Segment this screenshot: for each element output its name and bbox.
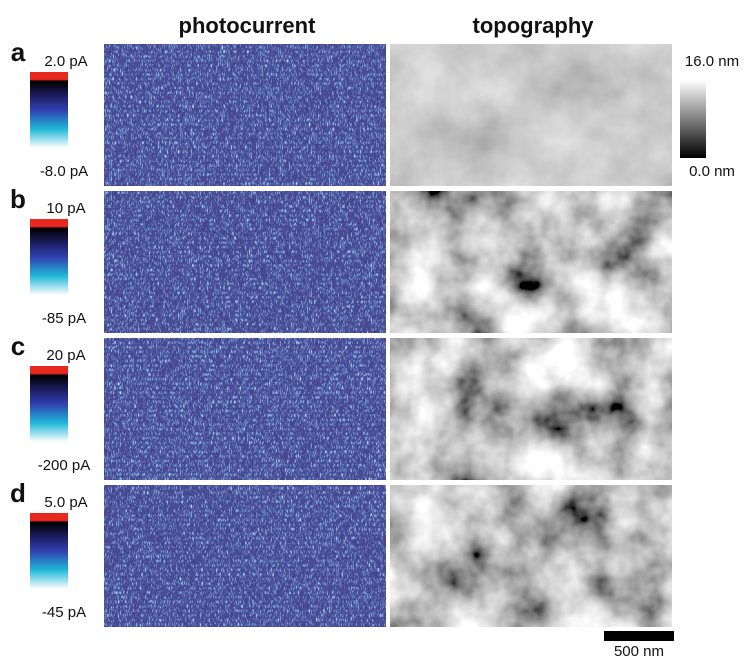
row-label: b [10, 184, 26, 214]
topography-map [390, 44, 672, 186]
photocurrent-colorbar [30, 513, 68, 589]
current-min: -85 pA [42, 310, 86, 327]
topography-min: 0.0 nm [689, 163, 735, 180]
current-min: -8.0 pA [40, 163, 88, 180]
figure: photocurrent topography 16.0 nm 0.0 nm 5… [0, 0, 754, 660]
current-max: 10 pA [46, 200, 85, 217]
topography-max: 16.0 nm [685, 53, 739, 70]
current-max: 5.0 pA [44, 494, 87, 511]
current-max: 20 pA [46, 347, 85, 364]
topography-map [390, 338, 672, 480]
scale-bar-label: 500 nm [614, 643, 664, 660]
current-max: 2.0 pA [44, 53, 87, 70]
photocurrent-map [104, 191, 386, 333]
row-label: c [11, 331, 25, 361]
photocurrent-colorbar [30, 219, 68, 295]
current-min: -200 pA [38, 457, 91, 474]
photocurrent-colorbar [30, 72, 68, 148]
current-min: -45 pA [42, 604, 86, 621]
topography-map [390, 485, 672, 627]
photocurrent-colorbar [30, 366, 68, 442]
photocurrent-map [104, 338, 386, 480]
photocurrent-map [104, 485, 386, 627]
row-label: d [10, 478, 26, 508]
topography-map [390, 191, 672, 333]
topography-colorbar [680, 80, 706, 158]
column-header: topography [473, 13, 595, 38]
photocurrent-map [104, 44, 386, 186]
column-header: photocurrent [179, 13, 317, 38]
row-label: a [11, 37, 26, 67]
scale-bar [604, 631, 674, 641]
